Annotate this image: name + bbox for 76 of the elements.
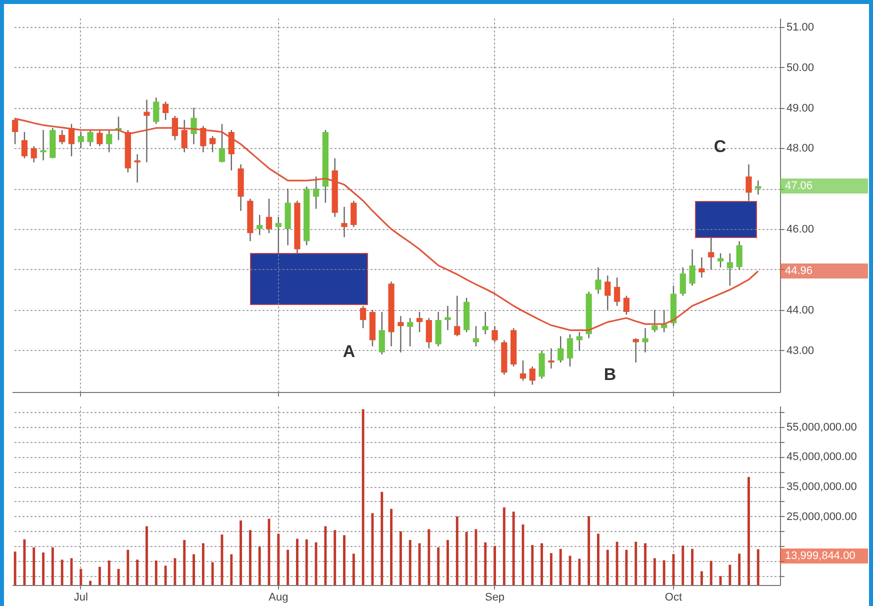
candlestick	[444, 305, 451, 331]
candlestick	[492, 325, 498, 343]
candlestick	[416, 311, 423, 333]
annotation: A	[342, 342, 356, 361]
candlestick	[228, 129, 234, 172]
candlestick	[96, 129, 103, 147]
candlestick	[312, 176, 320, 210]
candlestick	[472, 325, 480, 347]
text: 47.06	[785, 180, 813, 192]
candlestick	[482, 311, 488, 335]
candlestick	[378, 311, 385, 355]
candlestick	[40, 129, 46, 161]
candlestick	[708, 236, 714, 270]
candlestick	[218, 123, 226, 163]
candlestick	[21, 131, 28, 159]
candlestick	[350, 200, 357, 228]
candlestick	[454, 295, 460, 337]
candlestick	[595, 266, 602, 294]
x-tick-label: Jul	[74, 592, 88, 604]
y-tick-label: 51.00	[786, 21, 814, 34]
candlestick	[736, 240, 742, 270]
candlestick	[604, 274, 611, 311]
candlestick	[87, 129, 94, 147]
candlestick	[398, 315, 404, 353]
candlestick	[162, 101, 169, 120]
y-tick-label: 25,000,000.00	[786, 510, 857, 523]
y-tick-label: 44.00	[786, 304, 814, 316]
candlestick	[153, 97, 160, 125]
candlestick	[520, 360, 526, 382]
candlestick	[256, 214, 263, 236]
y-tick-label: 43.00	[786, 344, 814, 357]
candlestick	[566, 334, 574, 368]
candlestick	[623, 295, 630, 316]
annotation: B	[604, 365, 616, 384]
y-tick-label: 46.00	[786, 224, 814, 236]
candlestick	[59, 129, 66, 145]
candlestick	[407, 317, 414, 347]
candlestick	[558, 336, 564, 364]
y-tick-label: 35,000,000.00	[786, 481, 857, 494]
candlestick	[341, 206, 348, 238]
candlestick	[652, 309, 658, 333]
candlestick	[755, 180, 762, 196]
candlestick	[717, 252, 724, 268]
candlestick	[689, 248, 696, 286]
candlestick	[266, 198, 272, 234]
x-tick-label: Sep	[484, 592, 505, 604]
candlestick	[632, 338, 639, 364]
candlestick	[538, 350, 545, 380]
annotation: C	[714, 137, 726, 156]
text: 13,999,844.00	[785, 550, 856, 562]
text: 44.96	[785, 265, 813, 277]
candlestick	[614, 276, 620, 306]
candlestick	[642, 328, 648, 353]
candlestick	[726, 252, 733, 286]
y-tick-label: 50.00	[786, 62, 814, 74]
candlestick	[30, 146, 37, 163]
candlestick	[698, 256, 705, 278]
y-tick-label: 48.00	[786, 142, 814, 155]
candlestick	[529, 366, 536, 386]
x-tick-label: Aug	[268, 592, 288, 604]
candlestick	[746, 164, 752, 202]
candlestick	[106, 129, 112, 153]
candlestick	[426, 317, 432, 349]
candlestick	[576, 332, 582, 351]
x-tick-label: Oct	[664, 592, 682, 604]
y-tick-label: 45,000,000.00	[786, 451, 857, 464]
candlestick	[210, 135, 216, 153]
candlestick	[548, 348, 554, 370]
candlestick	[360, 305, 366, 329]
y-tick-label: 55,000,000.00	[786, 421, 857, 434]
candlestick	[680, 266, 686, 296]
candlestick	[134, 154, 140, 184]
candlestick	[275, 216, 282, 254]
candlestick	[190, 107, 197, 145]
candlestick	[78, 131, 84, 149]
y-tick-label: 49.00	[786, 102, 814, 114]
